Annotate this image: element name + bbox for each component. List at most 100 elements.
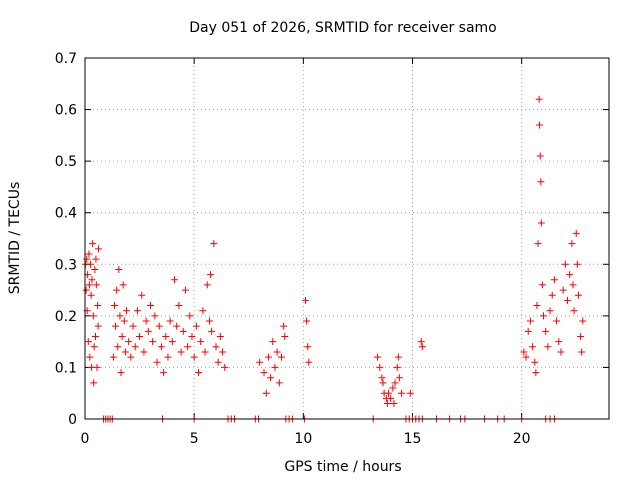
data-point xyxy=(387,394,395,402)
data-point xyxy=(95,245,103,253)
y-tick-label: 0.2 xyxy=(55,309,77,325)
data-point xyxy=(114,343,122,351)
data-point xyxy=(216,332,224,340)
data-point xyxy=(120,317,128,325)
data-point xyxy=(168,338,176,346)
data-point xyxy=(171,276,179,284)
data-point xyxy=(85,281,93,289)
data-point xyxy=(394,353,402,361)
axes: 0 0.1 0.2 0.3 0.4 0.5 0.6 0.7 0 5 10 15 20 xyxy=(55,51,609,447)
data-point xyxy=(559,286,567,294)
data-point xyxy=(190,353,198,361)
data-point xyxy=(540,312,547,320)
data-point xyxy=(531,358,539,366)
data-point xyxy=(536,152,544,160)
data-point xyxy=(203,281,211,289)
data-point xyxy=(383,400,391,408)
data-point xyxy=(192,322,200,330)
data-point xyxy=(131,343,139,351)
data-point xyxy=(82,286,90,294)
data-point xyxy=(155,322,163,330)
data-point xyxy=(92,281,100,289)
data-point xyxy=(166,317,174,325)
data-point xyxy=(546,307,554,315)
y-tick-label: 0.1 xyxy=(55,360,77,376)
data-point xyxy=(256,358,264,366)
data-point xyxy=(110,302,118,310)
data-point xyxy=(393,363,401,371)
data-point xyxy=(201,348,209,356)
data-point xyxy=(572,229,580,237)
data-point xyxy=(118,332,126,340)
data-point xyxy=(574,291,582,299)
y-tick-label: 0 xyxy=(68,412,77,428)
data-point xyxy=(89,240,97,248)
data-point xyxy=(173,322,181,330)
data-point xyxy=(129,322,137,330)
data-point xyxy=(94,322,102,330)
data-point xyxy=(417,338,425,346)
data-point xyxy=(90,379,98,387)
data-point xyxy=(186,312,194,320)
data-point xyxy=(406,389,414,397)
data-point xyxy=(532,369,540,377)
data-point xyxy=(144,327,152,335)
data-point xyxy=(281,332,289,340)
data-point xyxy=(302,296,310,304)
data-point xyxy=(542,327,550,335)
data-point xyxy=(85,250,93,258)
data-point xyxy=(119,281,127,289)
data-point xyxy=(160,369,168,377)
data-point xyxy=(304,343,312,351)
data-point xyxy=(569,281,577,289)
data-point xyxy=(537,178,545,186)
data-point xyxy=(573,260,581,268)
data-point xyxy=(122,307,130,315)
data-point xyxy=(537,219,545,227)
data-point xyxy=(179,327,187,335)
plot-frame xyxy=(84,57,610,420)
data-point xyxy=(526,317,534,325)
data-point xyxy=(151,312,159,320)
x-axis-label: GPS time / hours xyxy=(284,459,401,475)
data-point xyxy=(88,276,96,284)
x-tick-label: 10 xyxy=(294,431,312,447)
x-tick-label: 15 xyxy=(404,431,422,447)
data-point xyxy=(115,265,123,273)
data-point xyxy=(162,332,170,340)
data-point xyxy=(153,358,161,366)
data-point xyxy=(534,240,542,248)
data-point xyxy=(121,348,129,356)
data-point xyxy=(267,374,275,382)
data-point xyxy=(157,343,165,351)
data-point xyxy=(570,307,578,315)
data-point xyxy=(177,348,185,356)
data-point xyxy=(90,343,98,351)
data-point xyxy=(568,240,576,248)
data-point xyxy=(522,353,530,361)
y-tick-label: 0.3 xyxy=(55,257,77,273)
data-points xyxy=(81,95,587,423)
data-point xyxy=(136,332,144,340)
data-point xyxy=(92,255,100,263)
data-point xyxy=(197,338,205,346)
data-point xyxy=(184,343,192,351)
data-point xyxy=(262,389,270,397)
data-point xyxy=(391,379,399,387)
data-point xyxy=(207,271,215,279)
data-point xyxy=(109,353,117,361)
x-tick-label: 20 xyxy=(513,431,531,447)
data-point xyxy=(379,379,387,387)
data-point xyxy=(578,348,586,356)
x-tick-label: 5 xyxy=(190,431,199,447)
data-point xyxy=(390,400,398,408)
data-point xyxy=(164,353,172,361)
data-point xyxy=(133,307,141,315)
data-point xyxy=(83,255,91,263)
data-point xyxy=(557,348,565,356)
y-tick-label: 0.4 xyxy=(55,206,77,222)
data-point xyxy=(113,286,121,294)
data-point xyxy=(374,353,382,361)
data-point xyxy=(536,121,544,129)
data-point xyxy=(195,369,203,377)
